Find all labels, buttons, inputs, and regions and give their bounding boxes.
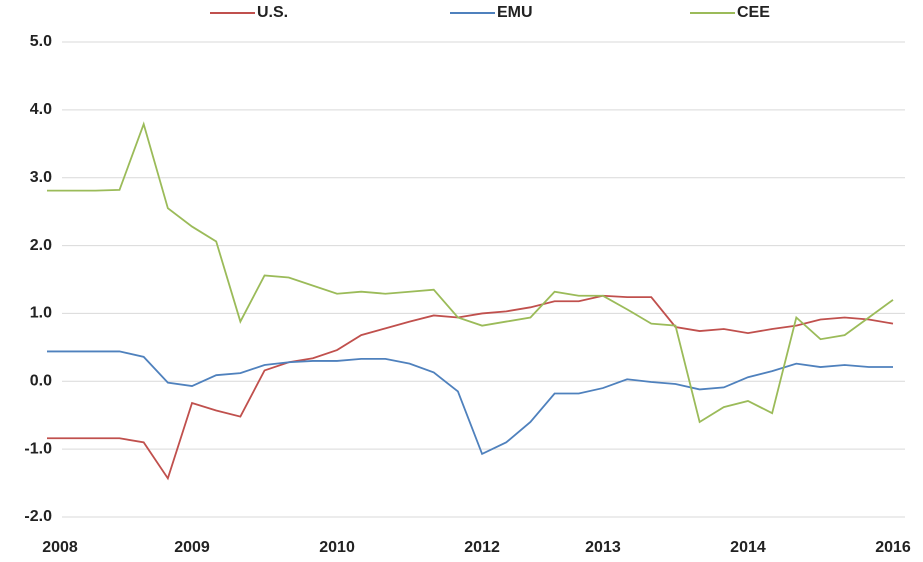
y-tick-label: 3.0 — [30, 169, 52, 186]
y-tick-label: 0.0 — [30, 373, 52, 390]
legend-label: U.S. — [257, 4, 288, 21]
y-tick-label: -2.0 — [24, 508, 52, 525]
x-tick-label: 2014 — [730, 539, 766, 556]
x-tick-label: 2016 — [875, 539, 911, 556]
y-tick-label: 1.0 — [30, 305, 52, 322]
series-line — [47, 294, 894, 481]
legend-label: CEE — [737, 4, 770, 21]
x-tick-label: 2010 — [319, 539, 355, 556]
x-tick-label: 2009 — [174, 539, 210, 556]
y-tick-label: 2.0 — [30, 237, 52, 254]
x-tick-label: 2012 — [464, 539, 500, 556]
series-line — [47, 121, 894, 424]
legend-label: EMU — [497, 4, 533, 21]
y-tick-label: -1.0 — [24, 440, 52, 457]
series-line — [47, 350, 893, 456]
x-tick-label: 2008 — [42, 539, 78, 556]
y-tick-label: 5.0 — [30, 33, 52, 50]
y-tick-label: 4.0 — [30, 101, 52, 118]
x-tick-label: 2013 — [585, 539, 621, 556]
